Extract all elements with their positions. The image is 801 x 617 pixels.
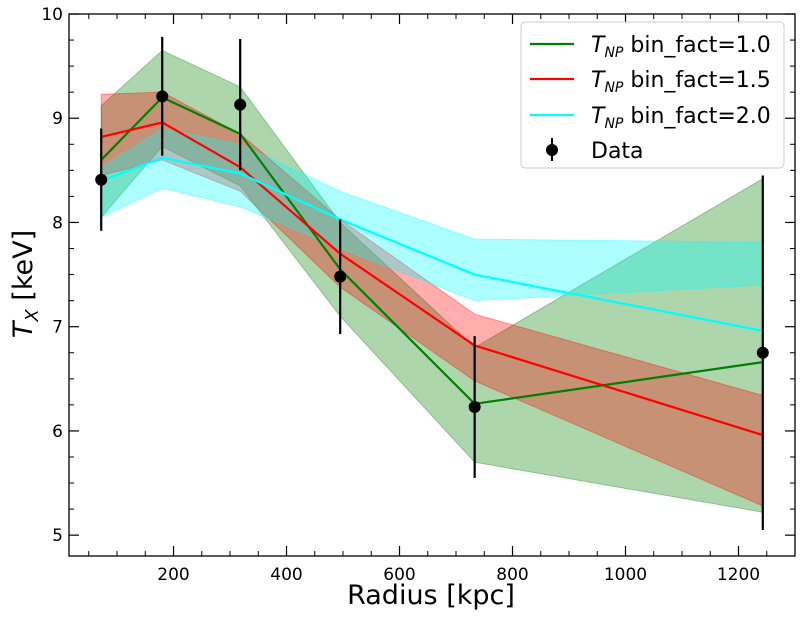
series-lines — [100, 96, 764, 437]
data-point-5 — [468, 400, 481, 413]
x-tick-label-2: 400 — [270, 565, 302, 585]
data-point-3 — [234, 98, 247, 111]
line-series-1 — [100, 96, 763, 405]
x-tick-label-1: 200 — [157, 565, 189, 585]
legend-label-data: Data — [591, 139, 644, 164]
x-tick-label-3: 600 — [383, 565, 415, 585]
axes: 200 400 600 800 1000 1200 5 6 7 8 9 10 — [41, 5, 796, 585]
legend-label-series-1: TNP bin_fact=1.0 — [591, 33, 771, 61]
y-tick-label-6: 10 — [41, 5, 63, 25]
data-point-6 — [756, 346, 769, 359]
y-tick-label-2: 6 — [52, 422, 63, 442]
x-tick-label-5: 1000 — [604, 565, 647, 585]
plot-frame — [68, 13, 796, 557]
y-axis-title-sub: X — [22, 309, 43, 323]
y-tick-label-3: 7 — [52, 318, 63, 338]
legend-box — [520, 21, 785, 169]
y-tick-label-4: 8 — [52, 213, 63, 233]
data-point-4 — [334, 270, 347, 283]
data-point-2 — [156, 90, 169, 103]
y-axis-title: TX [keV] — [8, 230, 43, 338]
x-tick-label-4: 800 — [496, 565, 528, 585]
legend: TNP bin_fact=1.0 TNP bin_fact=1.5 TNP bi… — [520, 21, 785, 169]
legend-swatch-data-marker — [546, 144, 558, 156]
x-axis-title: Radius [kpc] — [347, 580, 515, 611]
y-tick-label-5: 9 — [52, 109, 63, 129]
legend-label-series-2: TNP bin_fact=1.5 — [591, 68, 771, 96]
data-point-1 — [95, 173, 108, 186]
y-axis-title-unit: [keV] — [8, 230, 39, 309]
y-axis-title-main: T — [8, 319, 39, 338]
y-tick-label-1: 5 — [52, 526, 63, 546]
line-series-3 — [100, 156, 764, 332]
legend-label-series-3: TNP bin_fact=2.0 — [591, 104, 771, 132]
data-points — [95, 36, 769, 530]
x-tick-label-6: 1200 — [717, 565, 760, 585]
line-series-2 — [100, 121, 764, 437]
